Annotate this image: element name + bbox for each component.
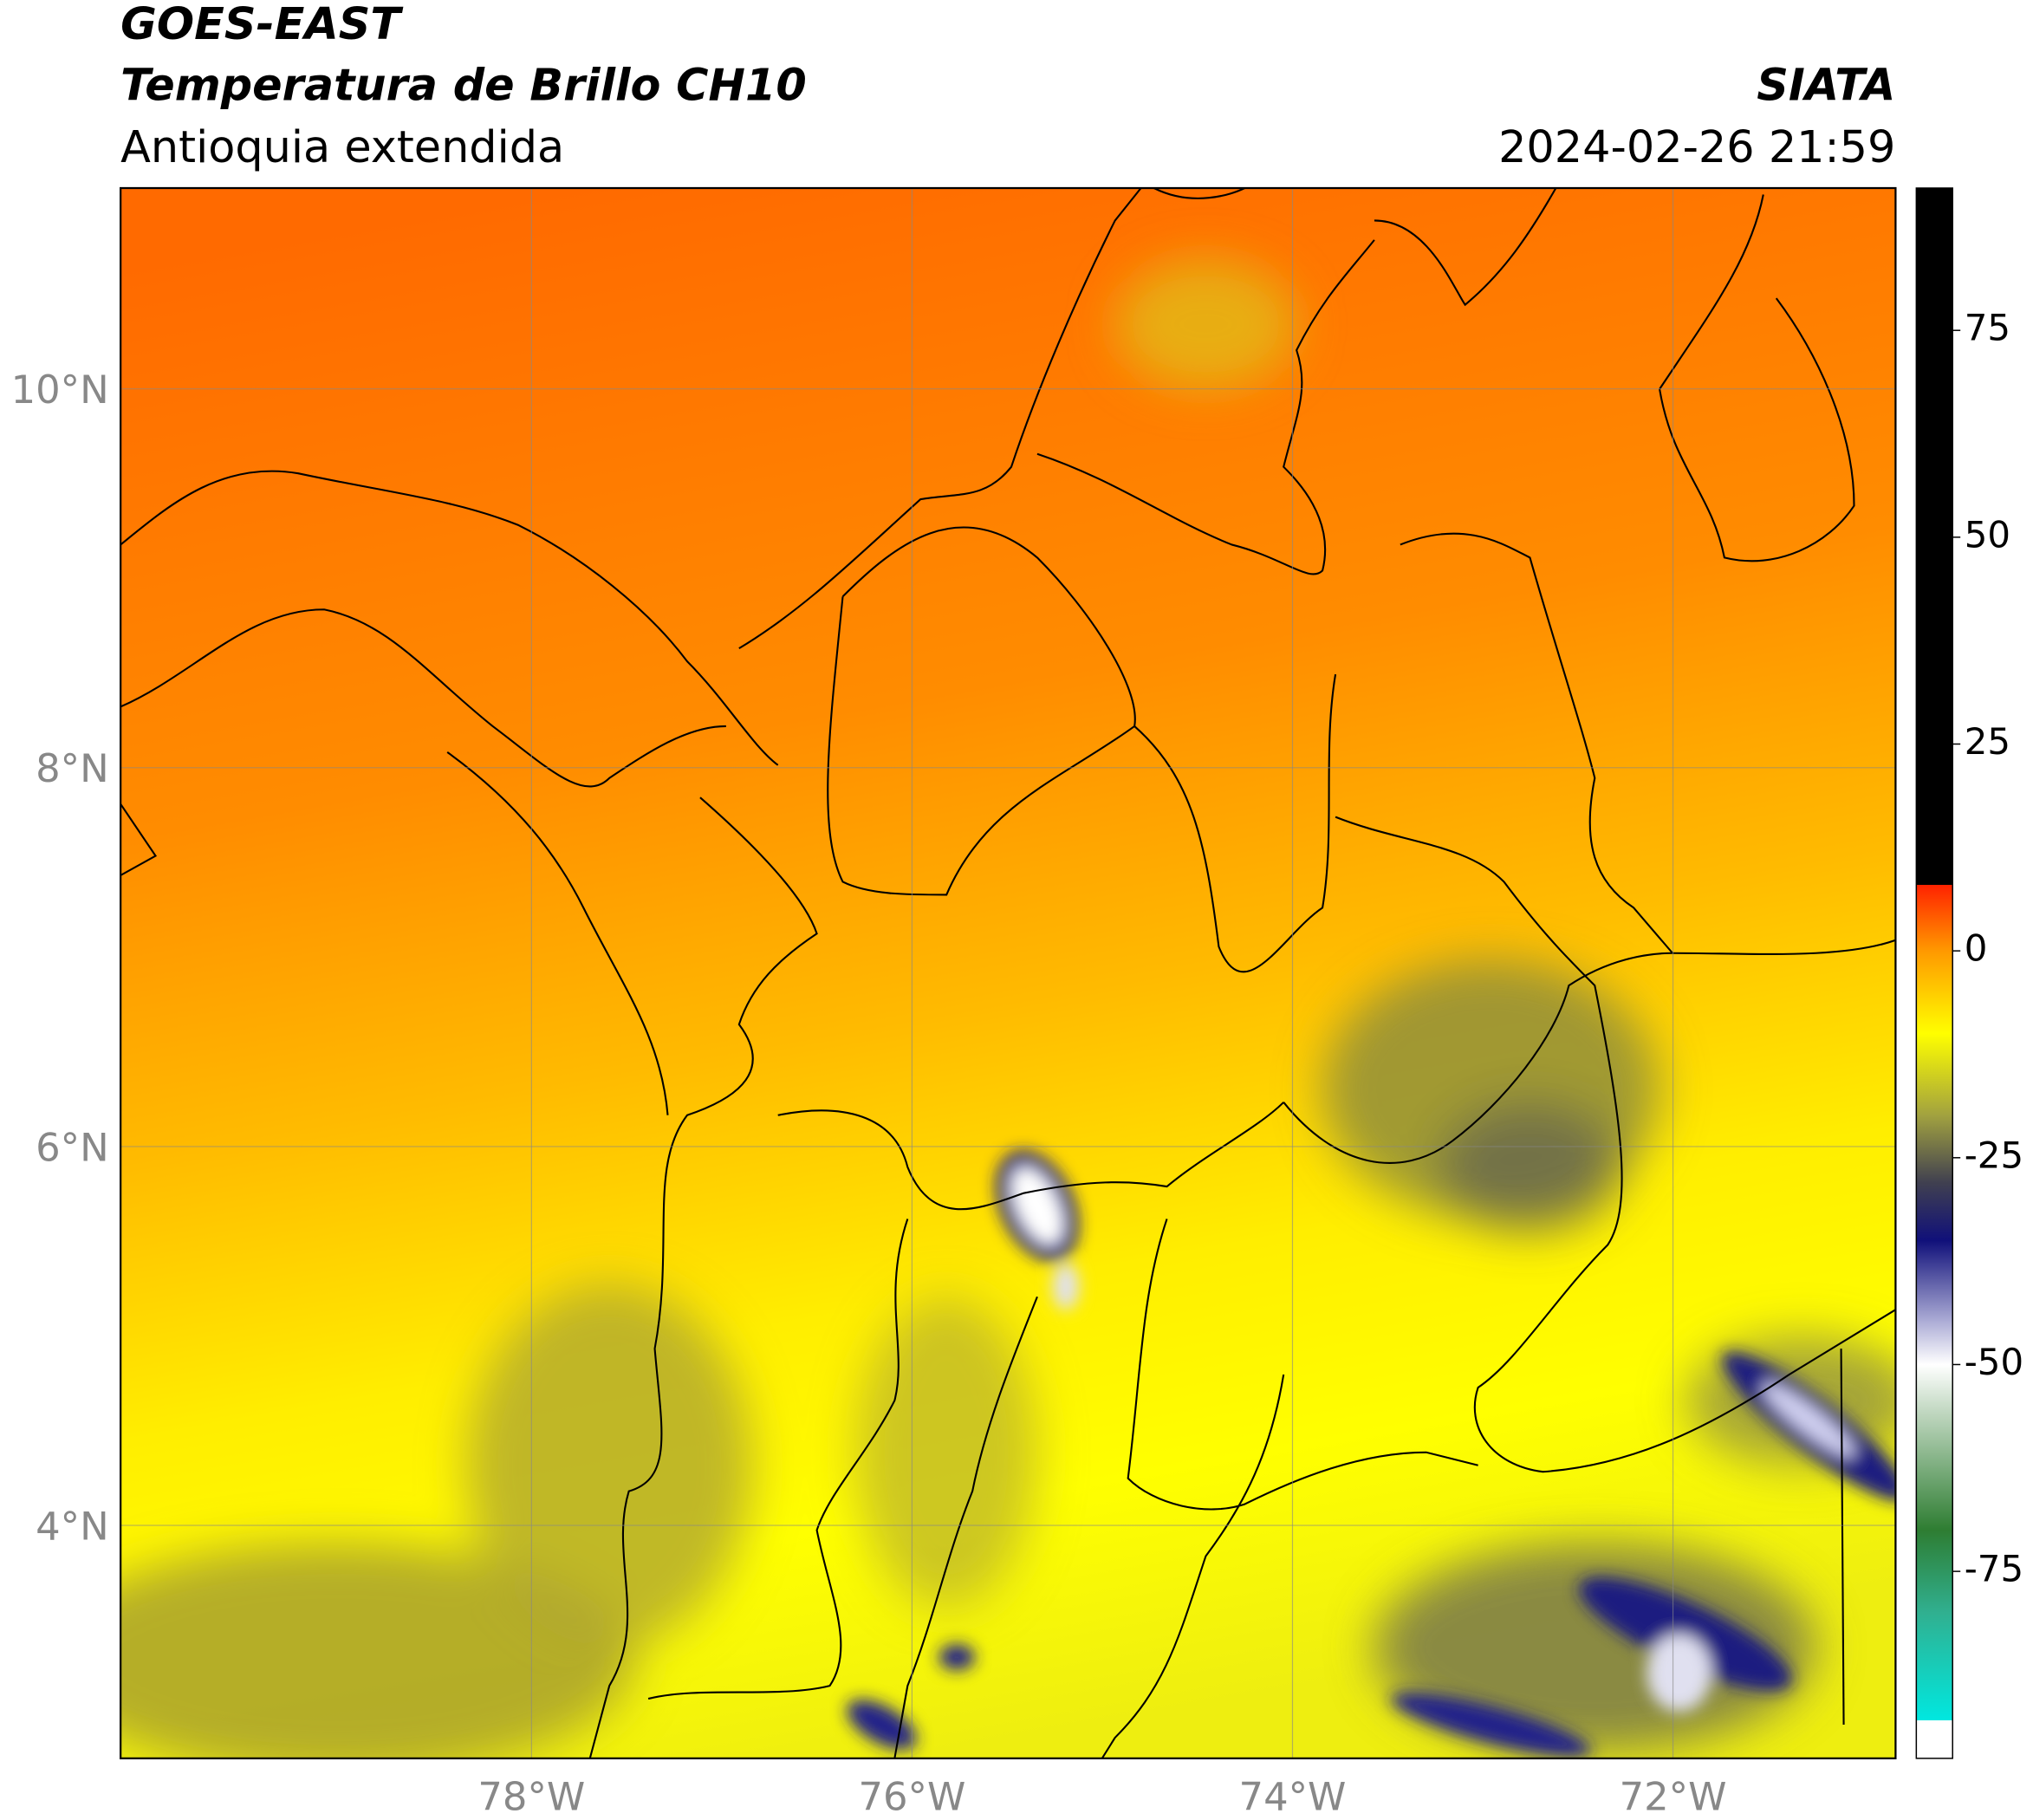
colorbar-tick-label: 75 — [1965, 307, 2010, 349]
timestamp: 2024-02-26 21:59 — [1498, 121, 1895, 172]
subtitle: Temperatura de Brillo CH10 — [120, 59, 807, 110]
y-tick-label: 8°N — [36, 745, 109, 791]
title: GOES-EAST — [120, 0, 404, 49]
x-tick-label: 74°W — [1239, 1774, 1347, 1820]
colorbar-tick-label: -25 — [1965, 1134, 2023, 1176]
colorbar-tick-label: 50 — [1965, 513, 2010, 556]
x-tick-label: 78°W — [477, 1774, 585, 1820]
map — [120, 188, 1896, 1758]
colorbar-tick-label: -50 — [1965, 1341, 2023, 1383]
y-tick-label: 10°N — [11, 367, 109, 413]
source: SIATA — [1757, 59, 1895, 110]
colorbar-tick-label: 0 — [1965, 927, 1988, 970]
borders — [120, 188, 1896, 1758]
x-tick-label: 76°W — [858, 1774, 965, 1820]
region: Antioquia extendida — [120, 121, 564, 172]
colorbar-tick-label: 25 — [1965, 720, 2010, 763]
x-tick-label: 72°W — [1620, 1774, 1727, 1820]
colorbar — [1915, 187, 1953, 1759]
colorbar-tick-label: -75 — [1965, 1548, 2023, 1590]
map-frame — [120, 186, 1897, 1759]
y-tick-label: 4°N — [36, 1503, 109, 1549]
y-tick-label: 6°N — [36, 1124, 109, 1170]
